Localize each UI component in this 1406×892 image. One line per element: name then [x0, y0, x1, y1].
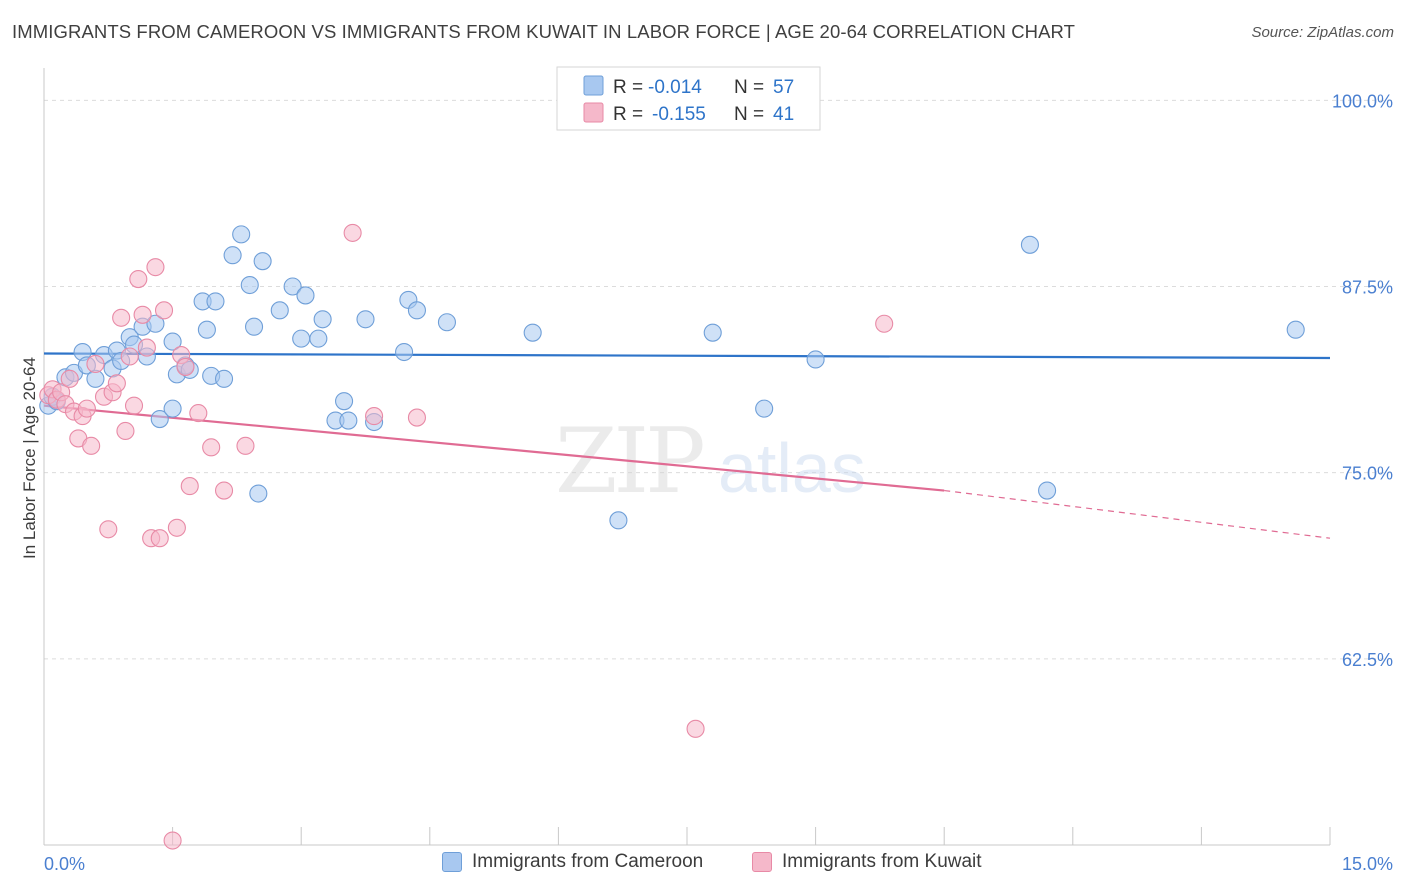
trend-line-kuwait-extension	[944, 489, 1331, 539]
watermark-atlas: atlas	[718, 429, 866, 507]
trend-line-cameroon	[43, 352, 1331, 360]
data-point-kuwait	[154, 301, 174, 320]
data-point-cameroon	[249, 484, 268, 503]
data-point-cameroon	[150, 410, 169, 429]
legend-r-label-kuwait: R =	[613, 104, 643, 125]
legend-swatch-cameroon	[442, 852, 462, 872]
data-point-kuwait	[129, 270, 148, 289]
gridlines	[44, 99, 1394, 660]
y-axis-label: In Labor Force | Age 20-64	[20, 357, 39, 559]
data-point-cameroon	[206, 292, 225, 311]
series-kuwait-points	[39, 223, 894, 850]
data-point-kuwait	[180, 477, 199, 496]
legend-label-kuwait: Immigrants from Kuwait	[782, 851, 982, 872]
data-point-cameroon	[523, 323, 542, 342]
data-point-cameroon	[407, 301, 426, 320]
data-point-cameroon	[609, 511, 628, 530]
data-point-kuwait	[99, 520, 118, 539]
data-point-kuwait	[214, 481, 234, 500]
legend-item-cameroon[interactable]: Immigrants from Cameroon	[442, 851, 703, 873]
data-point-cameroon	[1286, 320, 1305, 339]
data-point-kuwait	[116, 421, 135, 441]
data-point-cameroon	[292, 329, 311, 348]
legend-swatch-cameroon	[583, 75, 604, 96]
x-tick-label-max: 15.0%	[1342, 854, 1393, 874]
legend-bottom: Immigrants from Cameroon Immigrants from…	[0, 851, 1406, 879]
data-point-kuwait	[112, 308, 131, 327]
data-point-kuwait	[107, 374, 126, 393]
data-point-kuwait	[202, 438, 221, 457]
legend-n-label-cameroon: N =	[734, 77, 764, 98]
legend-r-label-cameroon: R =	[613, 77, 643, 98]
chart-title: IMMIGRANTS FROM CAMEROON VS IMMIGRANTS F…	[12, 21, 1076, 42]
source-credit: Source: ZipAtlas.com	[1251, 24, 1394, 41]
data-point-cameroon	[163, 332, 182, 351]
data-point-cameroon	[1038, 481, 1057, 500]
data-point-cameroon	[223, 246, 242, 265]
legend-swatch-kuwait	[583, 102, 604, 123]
data-point-kuwait	[236, 436, 255, 455]
data-point-cameroon	[755, 399, 774, 418]
legend-r-value-kuwait: -0.155	[652, 104, 706, 125]
legend-item-kuwait[interactable]: Immigrants from Kuwait	[752, 851, 982, 873]
data-point-cameroon	[283, 277, 302, 296]
data-point-cameroon	[146, 314, 165, 333]
data-point-cameroon	[339, 411, 358, 430]
data-point-cameroon	[1020, 235, 1039, 254]
data-point-cameroon	[253, 252, 272, 271]
data-point-kuwait	[82, 436, 101, 455]
data-point-kuwait	[407, 408, 426, 427]
legend-label-cameroon: Immigrants from Cameroon	[472, 851, 704, 872]
data-point-cameroon	[240, 275, 259, 295]
data-point-cameroon	[296, 286, 315, 305]
data-point-kuwait	[343, 223, 362, 242]
data-point-cameroon	[232, 225, 251, 244]
y-tick-label: 100.0%	[1332, 91, 1393, 111]
watermark: ZIP atlas	[555, 409, 866, 514]
data-point-kuwait	[686, 719, 705, 738]
y-tick-label: 87.5%	[1342, 278, 1393, 298]
data-point-kuwait	[60, 369, 79, 388]
data-point-kuwait	[365, 407, 384, 426]
data-point-kuwait	[167, 518, 186, 537]
data-point-kuwait	[176, 357, 195, 376]
legend-r-value-cameroon: -0.014	[648, 77, 702, 98]
data-point-kuwait	[124, 396, 144, 415]
x-tick-label-min: 0.0%	[44, 854, 85, 874]
data-point-kuwait	[189, 404, 208, 423]
data-point-cameroon	[214, 369, 234, 388]
x-tick-labels: 0.0% 15.0%	[44, 854, 1393, 874]
data-point-cameroon	[313, 310, 332, 329]
y-tick-label: 75.0%	[1342, 464, 1393, 484]
data-point-kuwait	[137, 338, 156, 357]
y-tick-label: 62.5%	[1342, 650, 1393, 670]
data-point-kuwait	[150, 529, 169, 548]
data-point-kuwait	[146, 258, 165, 277]
data-point-cameroon	[163, 399, 182, 418]
data-point-kuwait	[120, 347, 139, 366]
legend-top: R = -0.014 N = 57 R = -0.155 N = 41	[556, 66, 821, 131]
data-point-cameroon	[197, 320, 216, 339]
data-point-cameroon	[703, 323, 722, 342]
data-point-kuwait	[77, 399, 96, 418]
data-point-cameroon	[395, 342, 414, 362]
data-point-cameroon	[437, 313, 456, 332]
legend-swatch-kuwait	[752, 852, 772, 872]
data-point-cameroon	[309, 329, 328, 348]
data-point-cameroon	[335, 392, 354, 411]
legend-n-label-kuwait: N =	[734, 104, 764, 125]
axes	[43, 68, 1331, 846]
data-point-cameroon	[270, 301, 289, 320]
y-tick-labels: 100.0% 87.5% 75.0% 62.5%	[1332, 91, 1393, 669]
legend-n-value-kuwait: 41	[773, 104, 794, 125]
data-point-cameroon	[806, 350, 825, 369]
data-point-kuwait	[133, 305, 152, 324]
data-point-cameroon	[244, 317, 264, 336]
data-point-kuwait	[163, 831, 182, 850]
data-point-kuwait	[875, 314, 894, 333]
data-point-cameroon	[356, 310, 375, 329]
data-point-kuwait	[86, 354, 105, 373]
legend-n-value-cameroon: 57	[773, 77, 794, 98]
